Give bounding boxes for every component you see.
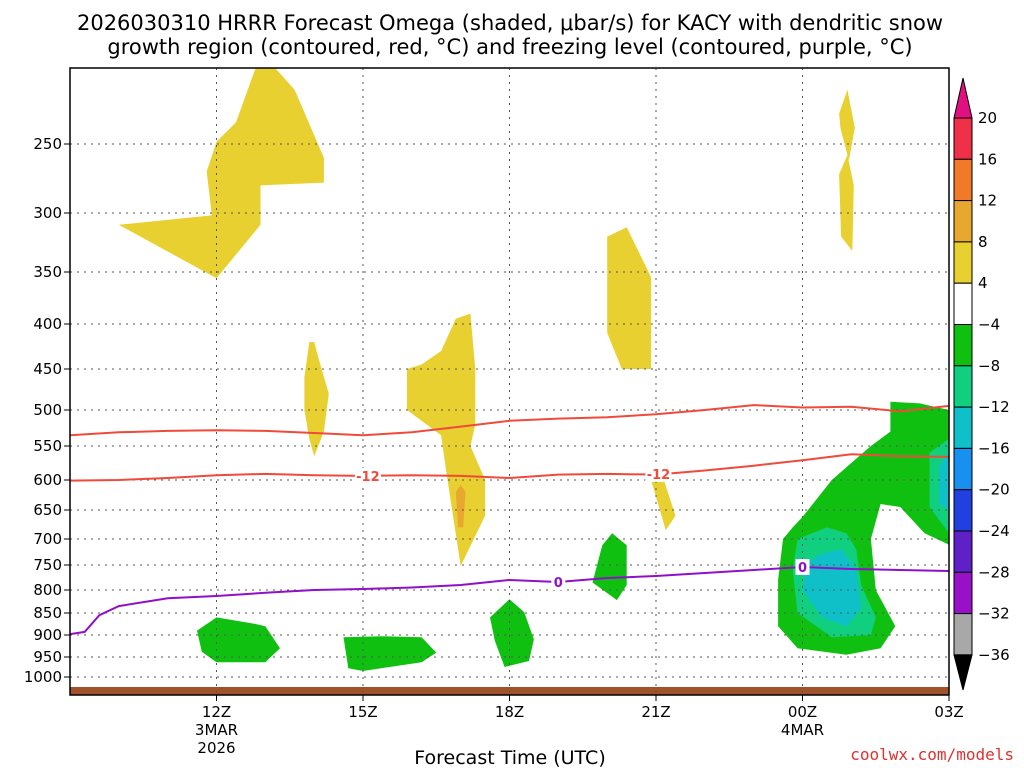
colorbar-top-arrow — [953, 77, 973, 119]
upward-omega-yellow-5 — [651, 469, 676, 531]
colorbar-label-12: −32 — [978, 605, 1010, 623]
x-tick-year-12Z: 2026 — [197, 739, 235, 757]
colorbar-label-6: −8 — [978, 357, 1000, 375]
y-tick-label-600: 600 — [33, 471, 62, 489]
colorbar-label-4: 4 — [978, 274, 988, 292]
freezing-contour-label-0: 0 — [554, 576, 563, 591]
colorbar-label-5: −4 — [978, 316, 1000, 334]
y-tick-label-750: 750 — [33, 556, 62, 574]
upward-omega-yellow-2 — [304, 342, 329, 457]
colorbar-label-8: −16 — [978, 439, 1010, 457]
upward-omega-orange — [455, 484, 466, 528]
y-tick-label-450: 450 — [33, 360, 62, 378]
freezing-label-bg-0 — [551, 574, 566, 590]
omega-shading — [118, 68, 949, 671]
colorbar-swatch-1 — [953, 158, 973, 202]
colorbar-swatch-7 — [953, 406, 973, 449]
y-tick-label-300: 300 — [33, 204, 62, 222]
x-tick-label-15Z: 15Z — [348, 703, 377, 721]
downward-omega-cyan-2 — [939, 451, 949, 510]
upward-omega-yellow-7 — [839, 155, 854, 251]
downward-omega-green-4 — [592, 533, 627, 601]
credit-link[interactable]: coolwx.com/models — [850, 745, 1014, 764]
upward-omega-yellow-4 — [607, 227, 652, 369]
freezing-contour-label-1: 0 — [798, 561, 807, 576]
upward-omega-yellow-6 — [839, 89, 855, 161]
dgz-minus12-line — [70, 453, 949, 482]
y-tick-label-1000: 1000 — [24, 668, 62, 686]
y-tick-label-350: 350 — [33, 263, 62, 281]
colorbar-swatch-12 — [953, 613, 973, 656]
x-tick-date-00Z: 4MAR — [781, 721, 824, 739]
contour-labels: -12 -12 0 0 — [354, 465, 810, 591]
x-tick-date-12Z: 3MAR — [195, 721, 238, 739]
downward-omega-green-3 — [490, 599, 534, 667]
y-tick-label-850: 850 — [33, 604, 62, 622]
colorbar-label-11: −28 — [978, 563, 1010, 581]
x-tick-label-12Z: 12Z — [202, 703, 231, 721]
dgz-upper-line — [70, 404, 949, 437]
chart-title-line-1: 2026030310 HRRR Forecast Omega (shaded, … — [77, 11, 943, 35]
y-tick-label-400: 400 — [33, 315, 62, 333]
colorbar-label-10: −24 — [978, 522, 1010, 540]
y-tick-label-700: 700 — [33, 530, 62, 548]
omega-colorbar: 20 16 12 8 4 −4 −8 −12 −16 −20 −24 −28 −32 −36 — [953, 77, 1010, 691]
colorbar-swatch-9 — [953, 489, 973, 532]
y-tick-label-800: 800 — [33, 581, 62, 599]
colorbar-swatch-0 — [953, 117, 973, 160]
x-tick-label-00Z: 00Z — [788, 703, 817, 721]
colorbar-swatch-11 — [953, 571, 973, 615]
freezing-level-line — [70, 565, 949, 636]
colorbar-label-13: −36 — [978, 646, 1010, 664]
y-tick-label-900: 900 — [33, 626, 62, 644]
downward-omega-green-1 — [197, 617, 280, 663]
x-tick-label-03Z: 03Z — [934, 703, 963, 721]
colorbar-swatch-2 — [953, 200, 973, 243]
colorbar-bottom-arrow — [953, 654, 973, 691]
dgz-contour-label-1: -12 — [647, 468, 671, 483]
y-axis: 250 300 350 400 450 500 550 600 650 700 750 800 850 9… — [24, 135, 70, 686]
colorbar-label-2: 12 — [978, 192, 997, 210]
freezing-label-bg-1 — [795, 559, 810, 575]
colorbar-swatch-10 — [953, 530, 973, 573]
y-tick-label-650: 650 — [33, 501, 62, 519]
colorbar-label-3: 8 — [978, 233, 988, 251]
dgz-label-bg-1 — [645, 465, 672, 482]
colorbar-label-9: −20 — [978, 481, 1010, 499]
dgz-contour-label-0: -12 — [356, 470, 380, 485]
colorbar-swatch-3 — [953, 241, 973, 284]
y-tick-label-500: 500 — [33, 401, 62, 419]
y-tick-label-250: 250 — [33, 135, 62, 153]
colorbar-swatch-6 — [953, 365, 973, 408]
x-tick-label-21Z: 21Z — [641, 703, 670, 721]
colorbar-swatch-8 — [953, 447, 973, 491]
colorbar-label-0: 20 — [978, 109, 997, 127]
x-axis-label: Forecast Time (UTC) — [414, 747, 605, 768]
colorbar-label-7: −12 — [978, 398, 1010, 416]
upward-omega-yellow-1 — [118, 68, 324, 279]
chart-title-line-2: growth region (contoured, red, °C) and f… — [107, 35, 912, 59]
colorbar-label-1: 16 — [978, 150, 997, 168]
colorbar-swatch-4 — [953, 282, 973, 326]
colorbar-swatch-5 — [953, 324, 973, 367]
dgz-label-bg-0 — [354, 467, 381, 484]
y-tick-label-950: 950 — [33, 648, 62, 666]
downward-omega-green-2 — [343, 636, 437, 671]
upward-omega-yellow-3 — [407, 313, 486, 566]
y-tick-label-550: 550 — [33, 437, 62, 455]
temperature-contours — [70, 404, 949, 636]
x-tick-label-18Z: 18Z — [495, 703, 524, 721]
